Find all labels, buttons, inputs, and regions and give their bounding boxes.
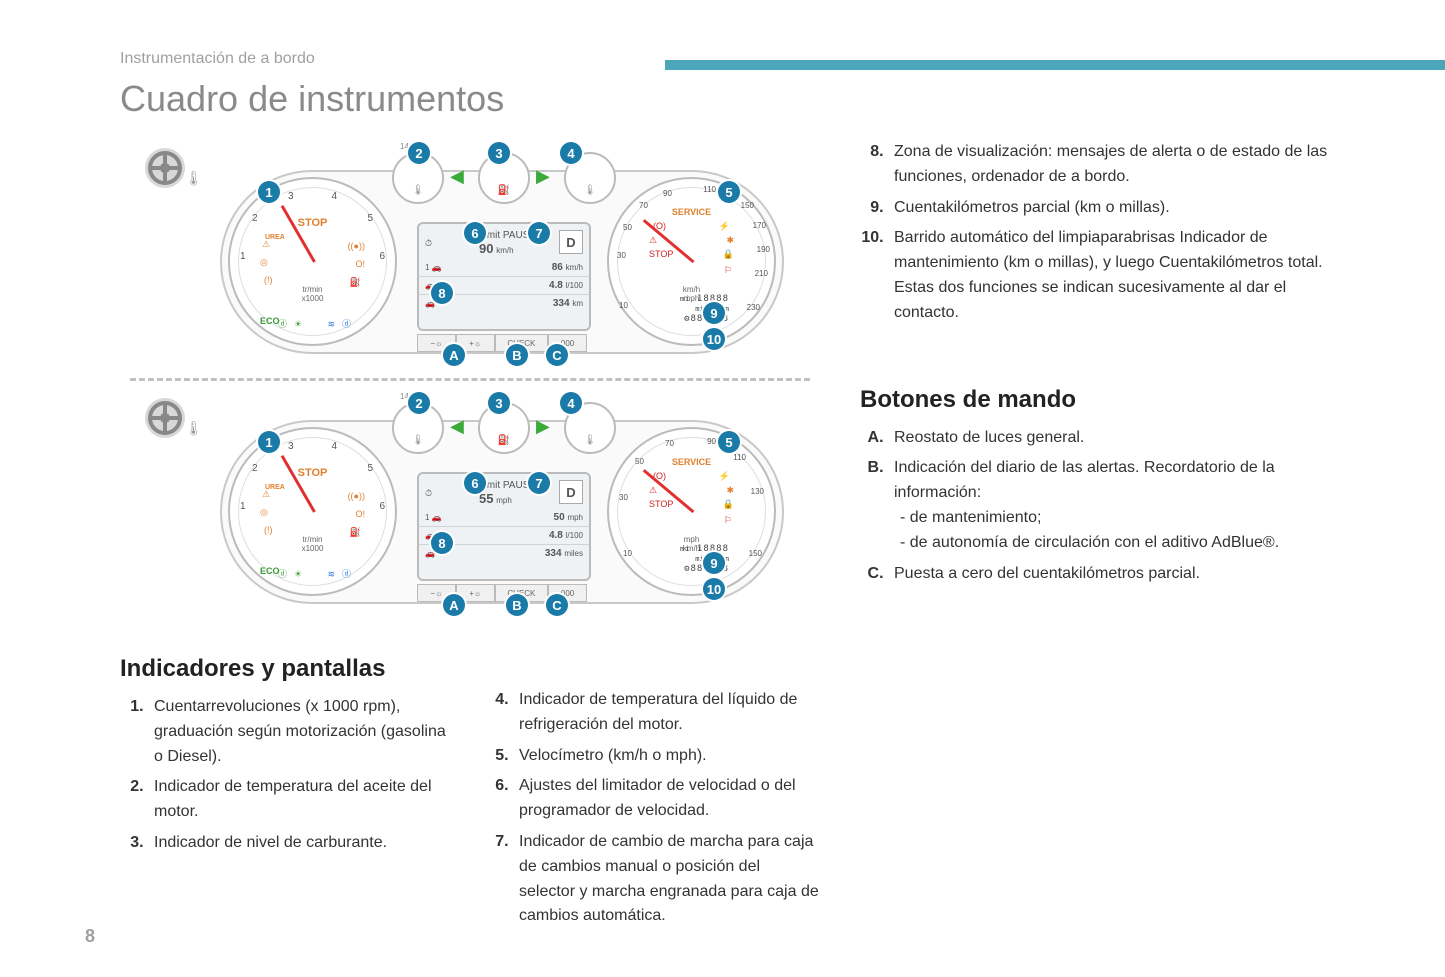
section-color-bar: [665, 60, 1445, 70]
page-title: Cuadro de instrumentos: [120, 78, 1385, 120]
callout-6: 6: [464, 222, 486, 244]
button-sub-item: de mantenimiento;: [914, 506, 1330, 531]
steering-wheel-icon: [145, 148, 185, 188]
center-display: D ⏱ Limit PAUSE90 km/h 1 🚗86 km/h 🚗4.8 l…: [417, 222, 591, 331]
left-turn-icon: ◀: [450, 416, 464, 437]
buttons-list: Reostato de luces general. Indicación de…: [860, 426, 1330, 587]
right-turn-icon: ▶: [536, 166, 550, 187]
callout-a: A: [443, 344, 465, 366]
button-item-c: Puesta a cero del cuentakilómetros parci…: [888, 562, 1330, 587]
indicators-heading: Indicadores y pantallas: [120, 655, 455, 683]
indicator-item: Velocímetro (km/h o mph).: [513, 744, 820, 769]
steering-wheel-icon: [145, 398, 185, 438]
indicator-item: Cuentarrevoluciones (x 1000 rpm), gradua…: [148, 695, 455, 769]
indicator-item: Zona de visualización: mensajes de alert…: [888, 140, 1330, 190]
tachometer-gauge: 1 2 3 4 5 6 STOP UREA tr/min x1000 ECO: [228, 177, 397, 346]
stop-label: STOP: [298, 217, 328, 229]
callout-c: C: [546, 344, 568, 366]
buttons-heading: Botones de mando: [860, 386, 1330, 414]
callout-2: 2: [408, 142, 430, 164]
indicator-item: Cuentakilómetros parcial (km o millas).: [888, 196, 1330, 221]
speedometer-gauge: 10 30 50 70 90 110 130 150 170 190 210: [607, 177, 776, 346]
tacho-unit: tr/min x1000: [302, 286, 324, 304]
page-number: 8: [85, 926, 95, 947]
gear-indicator: D: [559, 230, 583, 254]
indicator-item: Ajustes del limitador de velocidad o del…: [513, 774, 820, 824]
indicators-list-right: Zona de visualización: mensajes de alert…: [860, 140, 1330, 326]
indicator-item: Indicador de cambio de marcha para caja …: [513, 830, 820, 929]
cluster-kmh: 🌡 1 2 3 4 5 6: [130, 140, 810, 370]
indicator-item: Indicador de temperatura del aceite del …: [148, 775, 455, 825]
indicator-item: Indicador de temperatura del líquido de …: [513, 688, 820, 738]
callout-3: 3: [488, 142, 510, 164]
callout-9: 9: [703, 302, 725, 324]
manual-page: Instrumentación de a bordo Cuadro de ins…: [0, 0, 1445, 977]
callout-b: B: [506, 344, 528, 366]
indicator-item: Indicador de nivel de carburante.: [148, 831, 455, 856]
indicators-list-left: Cuentarrevoluciones (x 1000 rpm), gradua…: [120, 695, 455, 856]
callout-5: 5: [718, 181, 740, 203]
thermometer-icon: 🌡: [185, 420, 203, 437]
callout-7: 7: [528, 222, 550, 244]
service-label: SERVICE: [672, 207, 711, 217]
speedometer-gauge: 10 30 50 70 90 110 130 150 SERVICE mph k…: [607, 427, 776, 596]
callout-10: 10: [703, 328, 725, 350]
callout-1: 1: [258, 181, 280, 203]
button-sub-item: de autonomía de circulación con el aditi…: [914, 531, 1330, 556]
indicators-list-mid: Indicador de temperatura del líquido de …: [485, 688, 820, 929]
thermometer-icon: 🌡: [185, 170, 203, 187]
callout-8: 8: [431, 282, 453, 304]
button-item-b: Indicación del diario de las alertas. Re…: [888, 456, 1330, 555]
button-item-a: Reostato de luces general.: [888, 426, 1330, 451]
left-turn-icon: ◀: [450, 166, 464, 187]
right-turn-icon: ▶: [536, 416, 550, 437]
callout-4: 4: [560, 142, 582, 164]
cluster-divider: [130, 378, 810, 381]
indicator-item: Barrido automático del limpiaparabrisas …: [888, 226, 1330, 325]
eco-label: ECO: [260, 316, 280, 326]
instrument-cluster-diagram: 🌡 1 2 3 4 5 6: [120, 140, 800, 620]
tachometer-gauge: 12 34 56 STOP UREA tr/min x1000 ECO ⚠ ◎ …: [228, 427, 397, 596]
cluster-mph: 🌡 12 34 56 STOP UREA tr/min x1000: [130, 390, 810, 620]
center-display: D ⏱ Limit PAUSE55 mph 1 🚗50 mph 🚗4.8 l/1…: [417, 472, 591, 581]
